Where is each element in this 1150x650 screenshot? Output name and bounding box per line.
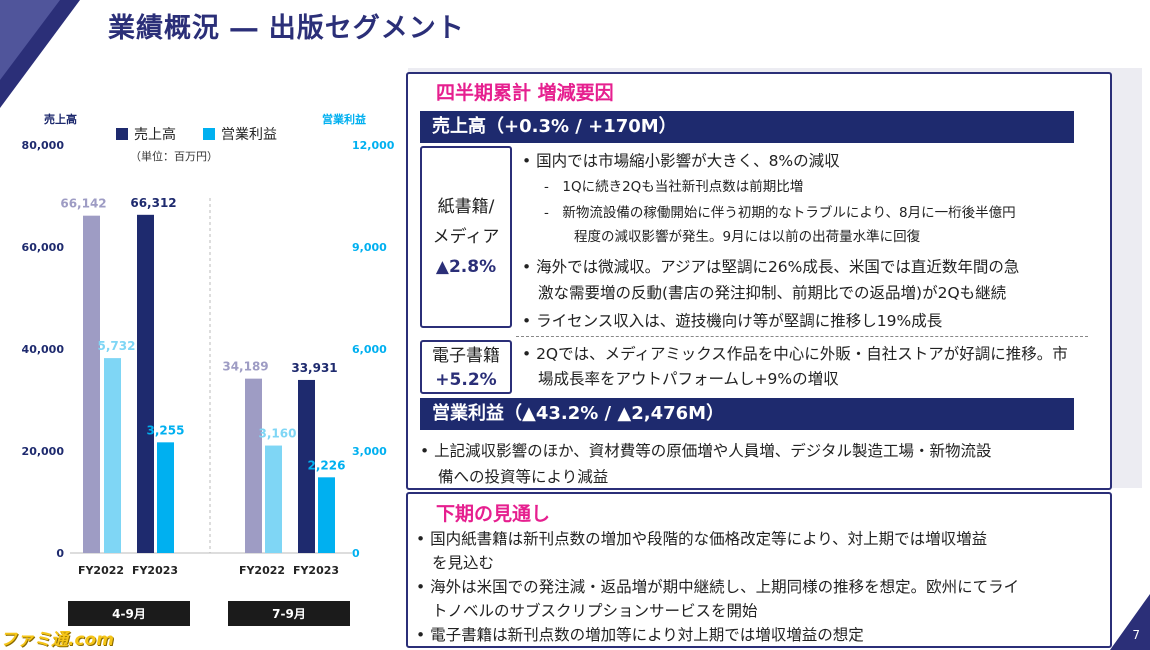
paper-sub-2: - 新物流設備の稼働開始に伴う初期的なトラブルにより、8月に一桁後半億円 [544,205,1016,221]
page-number: 7 [1132,628,1140,642]
sales-bar [245,378,262,553]
outlook-bullet-1-cont: を見込む [432,554,495,572]
group-label: 4-9月 [112,607,146,621]
right-axis-title: 営業利益 [322,112,366,126]
outlook-bullet-2: • 海外は米国での発注減・返品増が期中継続し、上期同様の推移を想定。欧州にてライ [416,578,1020,596]
outlook-heading: 下期の見通し [430,499,557,526]
left-axis-title: 売上高 [44,112,77,126]
profit-value-label: 2,226 [308,458,346,472]
legend-swatch-sales [116,128,128,140]
legend-swatch-profit [203,128,215,140]
sales-change-bar: 売上高（+0.3% / +170M） [420,111,1074,143]
paper-bullet-2: • 海外では微減収。アジアは堅調に26%成長、米国では直近数年間の急 [522,258,1020,276]
outlook-bullet-1: • 国内紙書籍は新刊点数の増加や段階的な価格改定等により、対上期では増収増益 [416,530,988,548]
digital-book-value: +5.2% [435,370,497,390]
sales-profit-chart: 売上高 営業利益80,00060,00040,00020,000012,0009,… [22,112,395,626]
paper-sub-2-cont: 程度の減収影響が発生。9月には以前の出荷量水準に回復 [574,229,921,245]
paper-sub-1: - 1Qに続き2Qも当社新刊点数は前期比増 [544,179,804,195]
paper-media-value: ▲2.8% [435,257,497,277]
profit-value-label: 5,732 [98,339,136,353]
category-label: FY2023 [293,564,339,577]
profit-bar [318,477,335,553]
category-label: FY2022 [78,564,124,577]
sales-value-label: 66,312 [130,196,176,210]
paper-bullet-2-cont: 激な需要増の反動(書店の発注抑制、前期比での返品増)が2Qも継続 [538,284,1007,302]
digital-book-label: 電子書籍 [432,346,500,366]
sales-bar [137,214,154,553]
right-tick-label: 12,000 [352,139,395,152]
right-tick-label: 0 [352,547,360,560]
digital-bullet-1-cont: 場成長率をアウトパフォームし+9%の増収 [538,370,839,388]
left-tick-label: 80,000 [22,139,65,152]
right-tick-label: 6,000 [352,343,387,356]
group-band [228,601,350,626]
outlook-bullet-3: • 電子書籍は新刊点数の増加等により対上期では増収増益の想定 [416,626,864,644]
paper-media-label-2: メディア [432,227,500,247]
category-label: FY2023 [132,564,178,577]
profit-bar [157,442,174,553]
left-tick-label: 60,000 [22,241,65,254]
group-band [68,601,190,626]
profit-bar [265,445,282,553]
group-label: 7-9月 [272,607,306,621]
unit-label: （単位：百万円） [130,149,218,163]
sales-value-label: 34,189 [222,360,268,374]
sales-bar [83,215,100,554]
sales-bar [298,379,315,553]
profit-bar [104,358,121,553]
left-tick-label: 40,000 [22,343,65,356]
sales-value-label: 66,142 [60,197,106,211]
right-tick-label: 9,000 [352,241,387,254]
legend-label-profit: 営業利益 [221,127,277,143]
category-label: FY2022 [239,564,285,577]
sales-value-label: 33,931 [291,361,337,375]
divider [516,336,1088,337]
left-tick-label: 20,000 [22,445,65,458]
legend-label-sales: 売上高 [134,126,176,143]
right-tick-label: 3,000 [352,445,387,458]
watermark-logo: ファミ通.com [0,630,114,650]
left-tick-label: 0 [56,547,64,560]
paper-media-label-1: 紙書籍/ [437,197,495,217]
profit-value-label: 3,255 [147,423,185,437]
digital-bullet-1: • 2Qでは、メディアミックス作品を中心に外販・自社ストアが好調に推移。市 [522,345,1068,363]
factors-heading: 四半期累計 増減要因 [430,78,620,105]
paper-media-box: 紙書籍/ メディア ▲2.8% [420,146,512,328]
paper-bullet-1: • 国内では市場縮小影響が大きく、8%の減収 [522,152,840,170]
outlook-bullet-2-cont: トノベルのサブスクリプションサービスを開始 [432,602,758,620]
profit-bullet-1: • 上記減収影響のほか、資材費等の原価増や人員増、デジタル製造工場・新物流設 [420,442,992,460]
corner-decoration-light [0,0,60,80]
digital-book-box: 電子書籍 +5.2% [420,340,512,394]
corner-decoration-bottom [1110,594,1150,650]
profit-value-label: 3,160 [259,427,297,441]
paper-bullet-3: • ライセンス収入は、遊技機向け等が堅調に推移し19%成長 [522,312,943,330]
profit-change-bar: 営業利益（▲43.2% / ▲2,476M） [420,398,1074,430]
profit-bullet-1-cont: 備への投資等により減益 [438,468,609,486]
page-title: 業績概況 ― 出版セグメント [108,13,465,44]
